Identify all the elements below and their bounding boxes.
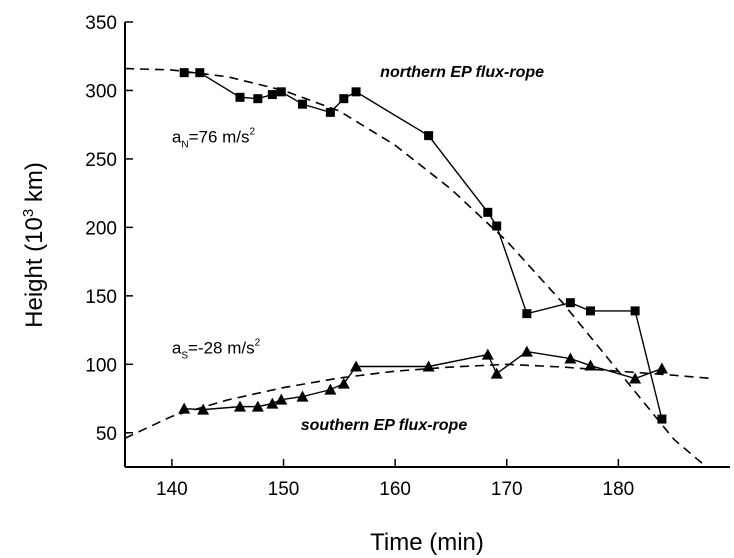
- triangle-marker: [655, 362, 668, 374]
- x-axis-title: Time (min): [370, 529, 484, 556]
- triangle-marker: [251, 400, 264, 412]
- y-axis-title: Height (103 km): [20, 162, 48, 328]
- fit-line: [124, 363, 713, 439]
- square-marker: [585, 306, 595, 316]
- y-tick-label: 150: [85, 287, 117, 308]
- y-tick-label: 200: [85, 218, 117, 239]
- acc-symbol: a: [172, 127, 182, 146]
- triangle-marker: [296, 390, 309, 402]
- y-tick-label: 300: [85, 81, 117, 102]
- triangle-marker: [275, 393, 288, 405]
- triangle-marker: [481, 348, 494, 360]
- acc-value: =76 m/s: [189, 127, 250, 146]
- y-tick-label: 250: [85, 150, 117, 171]
- y-title-end: km): [21, 162, 48, 209]
- square-marker: [195, 68, 205, 78]
- x-tick-label: 140: [156, 479, 188, 500]
- square-marker: [267, 90, 277, 100]
- triangle-marker: [350, 360, 363, 372]
- triangle-marker: [564, 352, 577, 364]
- triangle-marker: [233, 400, 246, 412]
- triangle-marker: [584, 359, 597, 371]
- annotation: southern EP flux-rope: [301, 417, 468, 434]
- triangle-marker: [178, 402, 191, 414]
- triangle-marker: [490, 367, 503, 379]
- square-marker: [657, 414, 667, 424]
- acceleration-label: aS=-28 m/s2: [172, 337, 261, 361]
- square-marker: [492, 221, 502, 231]
- y-tick-label: 350: [85, 13, 117, 34]
- square-marker: [325, 107, 335, 117]
- triangle-marker: [266, 397, 279, 409]
- square-marker: [351, 87, 361, 97]
- square-marker: [179, 68, 189, 78]
- y-tick-label: 50: [96, 424, 117, 445]
- triangle-marker: [337, 377, 350, 389]
- square-marker: [339, 94, 349, 104]
- square-marker: [276, 87, 286, 97]
- acc-superscript: 2: [250, 126, 256, 137]
- triangle-marker: [197, 403, 210, 415]
- square-marker: [235, 92, 245, 102]
- fit-line: [124, 67, 708, 468]
- annotation: northern EP flux-rope: [380, 64, 544, 81]
- acc-subscript: S: [181, 350, 188, 361]
- triangle-marker: [520, 345, 533, 357]
- acc-value: =-28 m/s: [188, 338, 255, 357]
- x-tick-label: 160: [379, 479, 411, 500]
- square-marker: [483, 207, 493, 217]
- square-marker: [630, 306, 640, 316]
- y-title-sup: 3: [20, 209, 37, 217]
- x-tick-label: 170: [491, 479, 523, 500]
- y-title-main: Height (10: [21, 217, 48, 328]
- x-tick-label: 150: [268, 479, 300, 500]
- acc-subscript: N: [181, 139, 188, 150]
- triangle-marker: [324, 383, 337, 395]
- acceleration-label: aN=76 m/s2: [172, 126, 256, 150]
- triangle-marker: [629, 372, 642, 384]
- square-marker: [297, 99, 307, 109]
- acc-superscript: 2: [255, 337, 261, 348]
- x-tick-label: 180: [603, 479, 635, 500]
- square-marker: [424, 131, 434, 141]
- acc-symbol: a: [172, 338, 182, 357]
- y-tick-label: 100: [85, 355, 117, 376]
- square-marker: [522, 309, 532, 319]
- square-marker: [253, 94, 263, 104]
- square-marker: [565, 298, 575, 308]
